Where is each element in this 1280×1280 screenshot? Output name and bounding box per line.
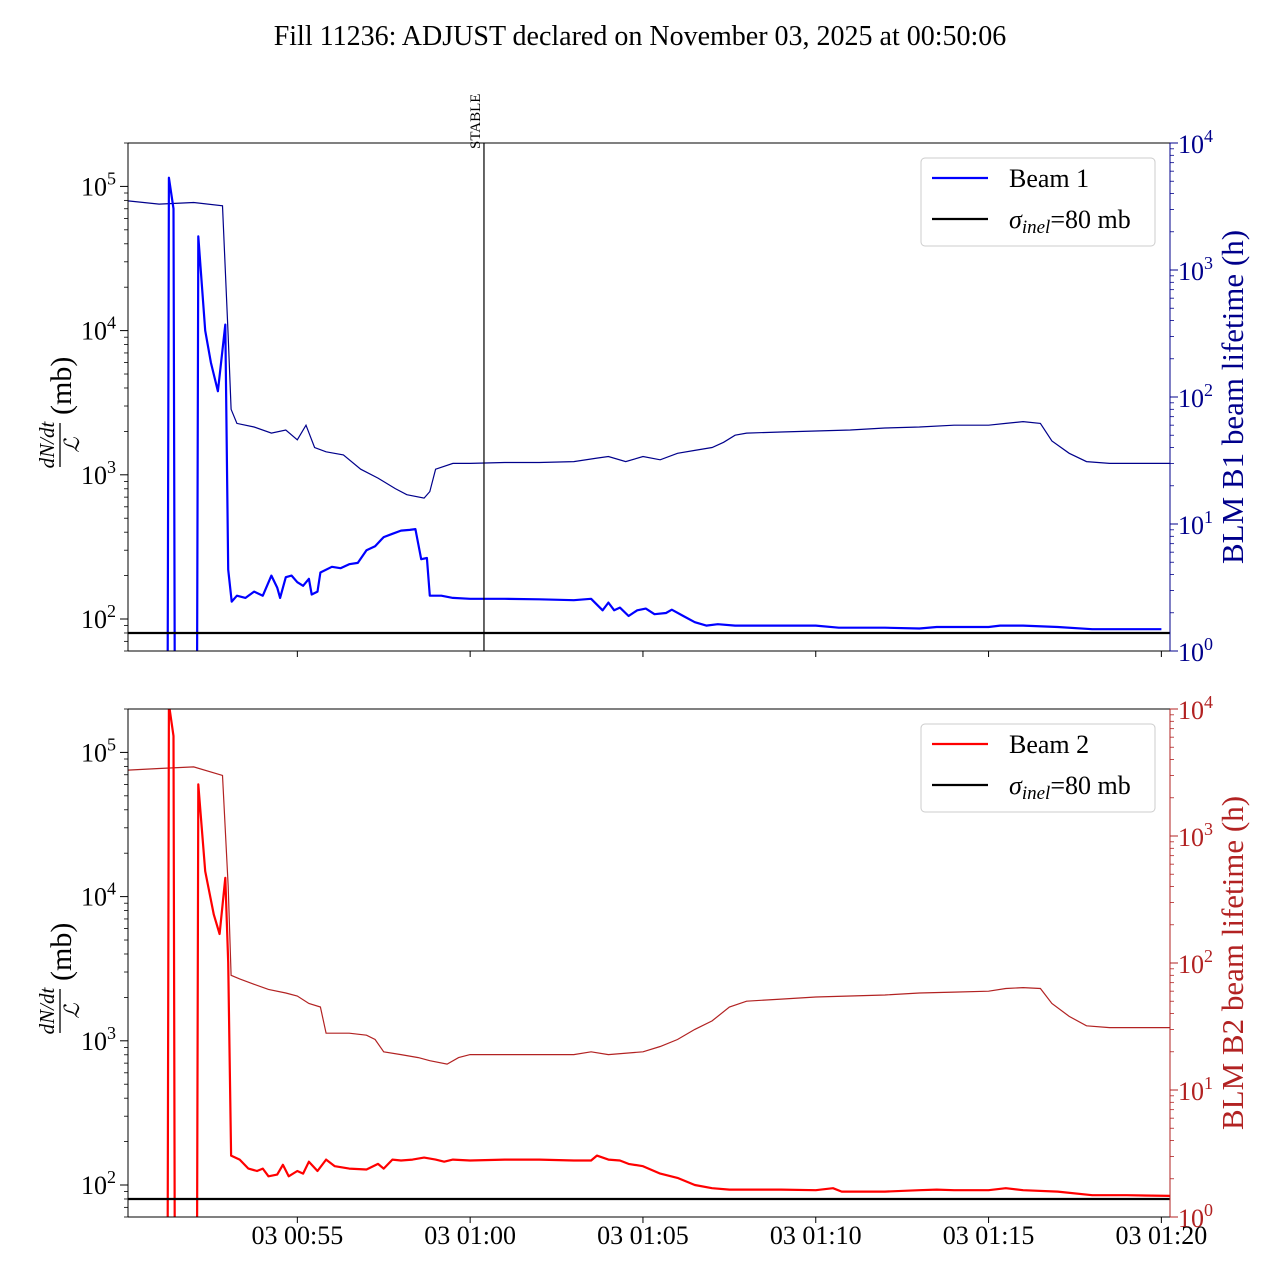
- right-tick-label: 103: [1178, 819, 1213, 852]
- right-tick-label: 100: [1178, 1200, 1213, 1233]
- axis-label-denominator: ℒ: [60, 1003, 84, 1019]
- left-axis-label: dN/dt ℒ (mb): [35, 923, 84, 1035]
- right-tick-label: 104: [1178, 692, 1213, 725]
- legend-label-beam: Beam 2: [1009, 730, 1089, 759]
- legend: Beam 2 σinel=80 mb: [920, 723, 1156, 813]
- left-tick-label: 103: [81, 457, 116, 490]
- axis-label-numerator: dN/dt: [35, 987, 59, 1035]
- left-tick-label: 105: [81, 168, 116, 201]
- left-tick-label: 102: [81, 1167, 116, 1200]
- series-beam-line: [166, 176, 1162, 651]
- legend-label-sigma: σinel=80 mb: [1009, 771, 1131, 804]
- legend-frame: [920, 157, 1156, 247]
- x-tick-label: 03 01:10: [770, 1221, 862, 1250]
- right-tick-label: 104: [1178, 126, 1213, 159]
- right-tick-label: 101: [1178, 507, 1213, 540]
- axis-label-denominator: ℒ: [60, 437, 84, 453]
- left-tick-label: 104: [81, 313, 116, 346]
- chart-title: Fill 11236: ADJUST declared on November …: [274, 21, 1007, 52]
- legend-label-sigma: σinel=80 mb: [1009, 205, 1131, 238]
- panel-beam2: 102 103 104 105 100 101 102 103 104 03 00:55 03 01…: [35, 692, 1250, 1250]
- x-tick-label: 03 01:00: [424, 1221, 516, 1250]
- axis-label-numerator: dN/dt: [35, 421, 59, 469]
- series-beam-line: [166, 709, 1170, 1217]
- series-lifetime-line: [128, 766, 1170, 1065]
- right-axis-label: BLM B2 beam lifetime (h): [1215, 796, 1250, 1130]
- series-lifetime-line: [128, 200, 1170, 499]
- right-tick-label: 100: [1178, 634, 1213, 667]
- left-axis-label: dN/dt ℒ (mb): [35, 357, 84, 469]
- legend-frame: [920, 723, 1156, 813]
- right-axis-label: BLM B1 beam lifetime (h): [1215, 230, 1250, 564]
- axis-label-unit: (mb): [45, 923, 78, 981]
- right-tick-label: 102: [1178, 380, 1213, 413]
- left-tick-label: 104: [81, 879, 116, 912]
- x-tick-label: 03 01:05: [597, 1221, 689, 1250]
- legend: Beam 1 σinel=80 mb: [920, 157, 1156, 247]
- panel-beam1: STABLE 102 103 104 105 100 101 102 103 104 dN/dt ℒ (…: [35, 94, 1250, 667]
- x-tick-label: 03 01:15: [943, 1221, 1035, 1250]
- right-tick-label: 102: [1178, 946, 1213, 979]
- left-tick-label: 102: [81, 601, 116, 634]
- axis-label-unit: (mb): [45, 357, 78, 415]
- right-tick-label: 103: [1178, 253, 1213, 286]
- left-tick-label: 103: [81, 1023, 116, 1056]
- left-tick-label: 105: [81, 734, 116, 767]
- stable-label: STABLE: [468, 94, 484, 149]
- legend-label-beam: Beam 1: [1009, 164, 1089, 193]
- right-tick-label: 101: [1178, 1073, 1213, 1106]
- x-tick-label: 03 01:20: [1115, 1221, 1207, 1250]
- x-tick-label: 03 00:55: [251, 1221, 343, 1250]
